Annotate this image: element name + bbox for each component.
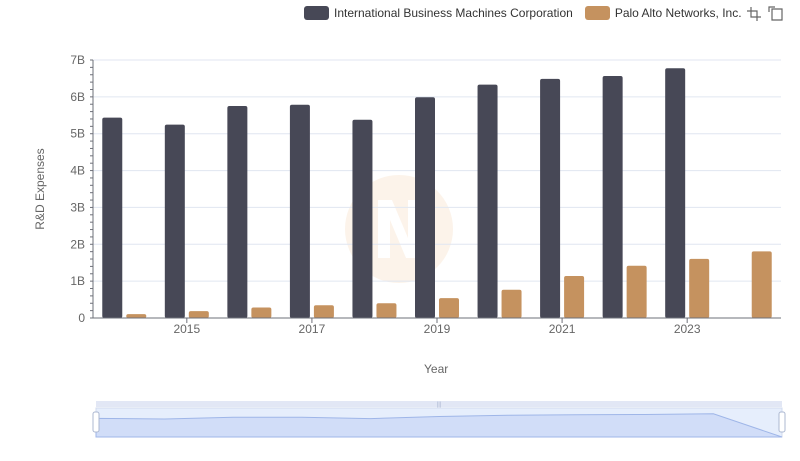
bar-ibm-2018 — [352, 119, 373, 319]
y-axis-title: R&D Expenses — [33, 148, 47, 230]
bar-ibm-2021 — [540, 78, 561, 319]
x-tick-label: 2023 — [674, 322, 701, 336]
x-axis: 2015 2017 2019 2021 2023 — [93, 317, 781, 336]
zoom-top-bar — [96, 401, 782, 407]
zoom-handle-right[interactable] — [778, 411, 786, 433]
y-tick-label: 6B — [70, 90, 85, 104]
y-tick-label: 2B — [70, 237, 85, 251]
x-tick-label: 2017 — [299, 322, 326, 336]
legend-swatch-panw — [584, 6, 610, 20]
bar-panw-2015 — [188, 311, 209, 318]
y-tick-label: 0 — [78, 311, 85, 325]
bar-panw-2021 — [564, 275, 585, 318]
bar-ibm-2020 — [477, 84, 498, 319]
bar-panw-2017 — [313, 305, 334, 318]
bar-panw-2018 — [376, 303, 397, 318]
y-axis: 0 1B 2B 3B 4B 5B 6B 7B — [70, 53, 94, 325]
bar-panw-2023 — [689, 258, 710, 318]
y-tick-label: 7B — [70, 53, 85, 67]
x-tick-label: 2019 — [424, 322, 451, 336]
bar-ibm-2022 — [602, 75, 623, 319]
x-tick-label: 2015 — [173, 322, 200, 336]
x-axis-title: Year — [424, 362, 449, 376]
y-tick-label: 5B — [70, 127, 85, 141]
bar-ibm-2023 — [665, 68, 686, 319]
legend-swatch-ibm — [304, 6, 329, 20]
legend-label-panw: Palo Alto Networks, Inc. — [614, 6, 742, 20]
y-tick-label: 1B — [70, 274, 85, 288]
bar-panw-2014 — [126, 314, 147, 318]
restore-icon[interactable] — [768, 6, 784, 22]
zoom-handle-left[interactable] — [92, 411, 100, 433]
bar-panw-2020 — [501, 289, 522, 318]
zoom-grip-icon: ||| — [437, 402, 442, 408]
bar-ibm-2016 — [227, 106, 248, 318]
bar-ibm-2017 — [289, 104, 310, 318]
x-tick-label: 2021 — [549, 322, 576, 336]
legend-item-ibm[interactable]: International Business Machines Corporat… — [304, 6, 573, 20]
toolbox — [746, 6, 790, 22]
y-tick-label: 3B — [70, 200, 85, 214]
legend: International Business Machines Corporat… — [304, 4, 754, 22]
legend-label-ibm: International Business Machines Corporat… — [334, 6, 573, 20]
bar-ibm-2019 — [415, 97, 435, 318]
bar-panw-2022 — [626, 265, 647, 318]
data-zoom-slider[interactable]: ||| — [92, 401, 786, 438]
zoom-preview-area — [95, 413, 783, 438]
bars — [102, 68, 772, 319]
bar-panw-2016 — [251, 307, 272, 318]
legend-item-panw[interactable]: Palo Alto Networks, Inc. — [584, 6, 742, 20]
bar-ibm-2014 — [102, 117, 123, 318]
y-tick-label: 4B — [70, 164, 85, 178]
bar-panw-2019 — [439, 298, 459, 318]
zoom-icon[interactable] — [746, 6, 762, 22]
bar-ibm-2015 — [164, 124, 185, 319]
bar-panw-2024 — [751, 251, 772, 318]
